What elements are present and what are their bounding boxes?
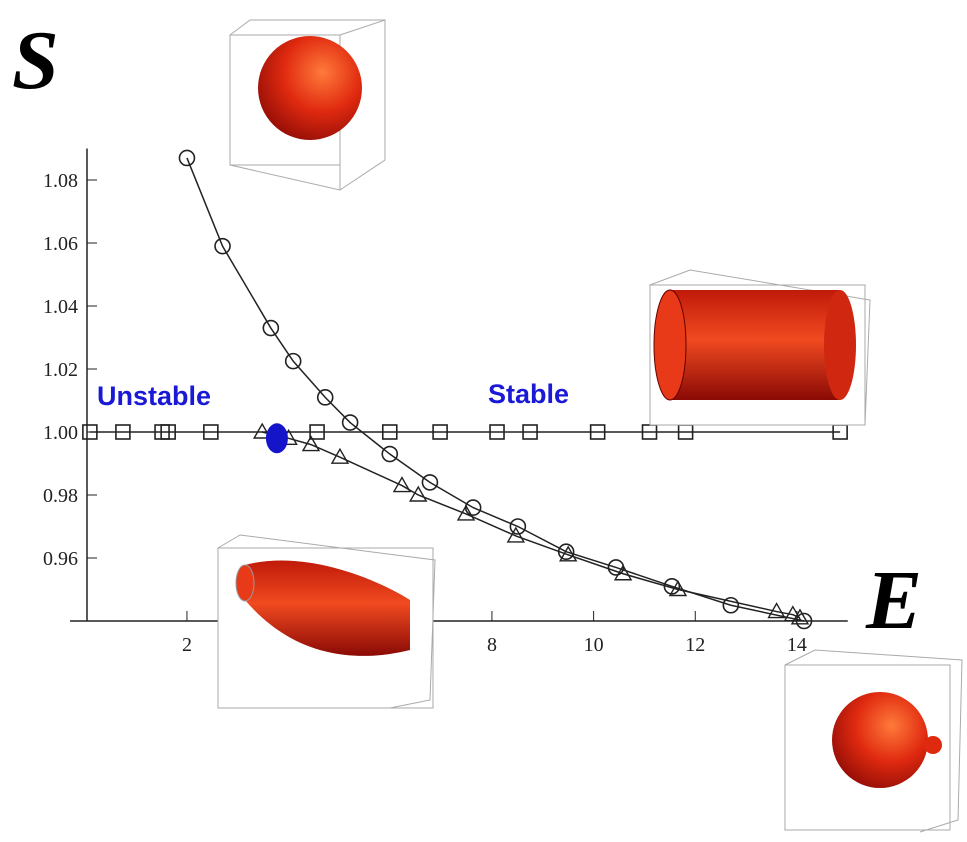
- y-tick-label: 0.98: [43, 485, 78, 507]
- x-tick-label: 14: [787, 634, 807, 656]
- y-tick-label: 1.08: [43, 170, 78, 192]
- inset-sphere: [230, 20, 385, 190]
- inset-cylinder: [650, 270, 870, 425]
- chart: 0.960.981.001.021.041.061.082468101214 S: [0, 0, 967, 842]
- critical-point: [266, 423, 288, 453]
- y-tick-label: 1.02: [43, 359, 78, 381]
- x-tick-label: 8: [487, 634, 497, 656]
- y-tick-label: 1.00: [43, 422, 78, 444]
- x-axis-label: E: [865, 554, 922, 647]
- y-axis-label: S: [12, 14, 59, 107]
- x-tick-label: 12: [685, 634, 705, 656]
- y-tick-label: 1.06: [43, 233, 78, 255]
- x-tick-label: 2: [182, 634, 192, 656]
- triangle-marker: [508, 528, 524, 542]
- y-tick-label: 1.04: [43, 296, 78, 318]
- triangle-marker: [410, 487, 426, 501]
- inset-bottle: [218, 535, 435, 708]
- inset-sphere-bump: [785, 650, 962, 832]
- annotation: Unstable: [97, 381, 211, 411]
- triangle-marker: [332, 449, 348, 463]
- x-tick-label: 10: [584, 634, 604, 656]
- y-tick-label: 0.96: [43, 548, 78, 570]
- annotation: Stable: [488, 379, 569, 409]
